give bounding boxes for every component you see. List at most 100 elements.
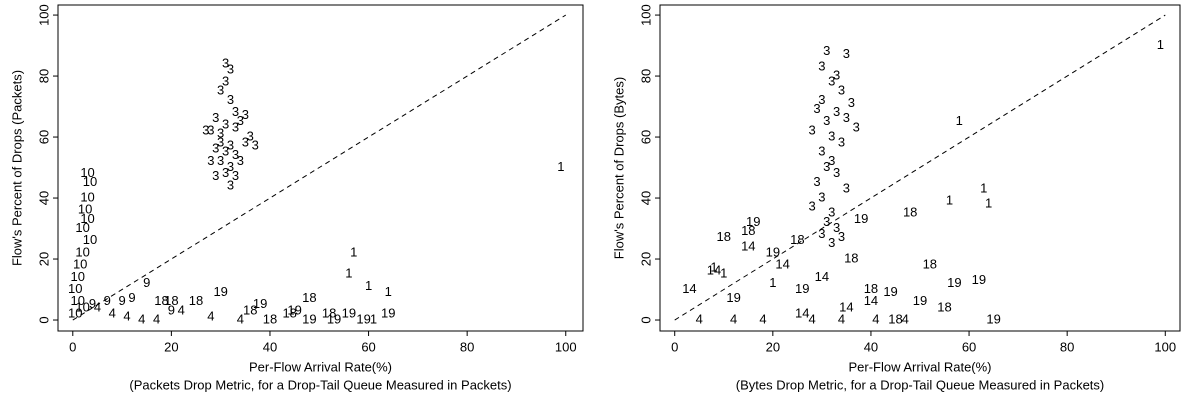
x-tick-label: 0 — [69, 339, 76, 354]
point-label: 18 — [302, 290, 316, 305]
point-label: 1 — [985, 196, 992, 211]
y-tick-label: 100 — [36, 4, 51, 26]
x-tick-label: 100 — [1154, 339, 1176, 354]
y-tick-label: 40 — [638, 191, 653, 205]
point-label: 10 — [68, 281, 82, 296]
point-label: 3 — [848, 95, 855, 110]
diagonal-line — [674, 14, 1166, 321]
point-label: 3 — [222, 144, 229, 159]
point-label: 9 — [143, 275, 150, 290]
point-label: 4 — [123, 308, 130, 323]
point-label: 19 — [947, 275, 961, 290]
y-tick-label: 100 — [638, 4, 653, 26]
point-label: 3 — [833, 165, 840, 180]
point-label: 1 — [710, 260, 717, 275]
point-label: 14 — [741, 238, 755, 253]
point-label: 4 — [759, 311, 766, 326]
plot-frame — [659, 4, 1181, 332]
point-label: 10 — [68, 305, 82, 320]
point-label: 3 — [828, 235, 835, 250]
point-label: 10 — [75, 220, 89, 235]
point-label: 18 — [844, 250, 858, 265]
point-label: 1 — [385, 284, 392, 299]
point-label: 18 — [322, 305, 336, 320]
point-label: 3 — [843, 46, 850, 61]
point-label: 4 — [138, 311, 145, 326]
point-label: 1 — [946, 193, 953, 208]
point-label: 18 — [282, 305, 296, 320]
point-label: 9 — [128, 290, 135, 305]
point-label: 4 — [237, 311, 244, 326]
point-label: 3 — [227, 138, 234, 153]
point-label: 10 — [83, 174, 97, 189]
point-label: 3 — [823, 43, 830, 58]
point-label: 3 — [217, 153, 224, 168]
point-label: 10 — [75, 244, 89, 259]
x-tick-label: 20 — [164, 339, 178, 354]
point-label: 19 — [253, 296, 267, 311]
point-label: 4 — [207, 308, 214, 323]
point-label: 1 — [769, 275, 776, 290]
x-axis-label: Per-Flow Arrival Rate(%) — [249, 359, 392, 374]
point-label: 3 — [823, 214, 830, 229]
point-label: 18 — [189, 293, 203, 308]
point-label: 10 — [70, 269, 84, 284]
point-label: 1 — [370, 311, 377, 326]
point-label: 14 — [682, 281, 696, 296]
point-label: 1 — [980, 180, 987, 195]
point-label: 1 — [350, 244, 357, 259]
point-label: 1 — [956, 113, 963, 128]
x-tick-label: 100 — [555, 339, 577, 354]
point-label: 19 — [381, 305, 395, 320]
point-label: 10 — [75, 299, 89, 314]
point-label: 18 — [164, 293, 178, 308]
point-label: 3 — [833, 220, 840, 235]
point-label: 3 — [222, 74, 229, 89]
point-label: 3 — [833, 67, 840, 82]
point-label: 3 — [828, 74, 835, 89]
point-label: 4 — [109, 305, 116, 320]
point-label: 3 — [838, 83, 845, 98]
point-label: 3 — [247, 128, 254, 143]
point-label: 3 — [227, 61, 234, 76]
point-label: 9 — [89, 296, 96, 311]
x-tick-label: 20 — [766, 339, 780, 354]
point-label: 3 — [828, 128, 835, 143]
point-label: 18 — [741, 223, 755, 238]
point-label: 3 — [232, 119, 239, 134]
y-tick-label: 0 — [36, 316, 51, 323]
point-label: 18 — [263, 311, 277, 326]
point-label: 4 — [902, 311, 909, 326]
point-label: 18 — [790, 232, 804, 247]
y-axis-label: Flow's Percent of Drops (Bytes) — [611, 77, 626, 259]
point-label: 3 — [227, 92, 234, 107]
point-label: 3 — [237, 153, 244, 168]
y-axis-label: Flow's Percent of Drops (Packets) — [9, 70, 24, 266]
point-label: 3 — [232, 168, 239, 183]
x-tick-label: 60 — [962, 339, 976, 354]
point-label: 3 — [818, 189, 825, 204]
y-tick-label: 60 — [638, 130, 653, 144]
point-label: 3 — [237, 113, 244, 128]
point-label: 1 — [345, 266, 352, 281]
point-label: 3 — [202, 122, 209, 137]
point-label: 4 — [730, 311, 737, 326]
point-label: 19 — [795, 281, 809, 296]
point-label: 18 — [923, 257, 937, 272]
point-label: 19 — [327, 311, 341, 326]
y-tick-label: 20 — [638, 252, 653, 266]
point-label: 3 — [227, 159, 234, 174]
point-label: 3 — [818, 92, 825, 107]
point-label: 10 — [70, 293, 84, 308]
point-label: 3 — [833, 104, 840, 119]
point-label: 3 — [813, 101, 820, 116]
point-label: 4 — [872, 311, 879, 326]
point-label: 3 — [838, 135, 845, 150]
point-label: 4 — [838, 311, 845, 326]
y-tick-label: 40 — [36, 191, 51, 205]
point-label: 18 — [243, 302, 257, 317]
point-label: 10 — [73, 257, 87, 272]
point-label: 3 — [207, 122, 214, 137]
point-label: 14 — [795, 305, 809, 320]
x-axis-caption: (Packets Drop Metric, for a Drop-Tail Qu… — [129, 377, 511, 392]
